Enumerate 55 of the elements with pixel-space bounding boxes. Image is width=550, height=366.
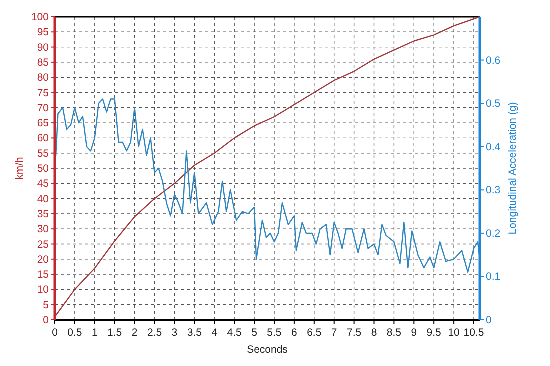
y-tick-label: 95 — [37, 26, 50, 39]
y-tick-label: 20 — [37, 254, 50, 266]
line-series — [54, 16, 481, 318]
y-tick-label: 40 — [37, 193, 50, 206]
y2-tick-label: 0.2 — [486, 228, 501, 240]
y2-axis-title: Longitudinal Acceleration (g) — [507, 102, 519, 235]
y2-tick-label: 0.4 — [486, 141, 501, 154]
y2-tick-label: 0 — [486, 314, 492, 326]
y-tick-label: 60 — [37, 132, 50, 145]
x-tick-label: 2 — [132, 327, 138, 339]
x-tick-label: 8 — [371, 327, 378, 339]
y-tick-label: 25 — [37, 238, 50, 251]
y-axis-title: km/h — [14, 156, 26, 180]
x-tick-label: 5 — [252, 327, 258, 339]
x-axis-title: Seconds — [247, 344, 288, 356]
x-tick-label: 9.5 — [426, 327, 442, 339]
x-tick-label: 1 — [92, 327, 98, 339]
y-tick-label: 35 — [37, 208, 50, 220]
y-tick-label: 90 — [37, 42, 50, 54]
y2-tick-label: 0.3 — [486, 184, 501, 197]
x-tick-label: 8.5 — [386, 327, 402, 339]
y-tick-label: 15 — [37, 269, 50, 282]
x-tick-label: 9 — [411, 327, 418, 339]
y-tick-label: 80 — [37, 72, 50, 84]
x-tick-label: 7.5 — [346, 327, 362, 339]
line-series — [54, 98, 481, 273]
y2-tick-label: 0.6 — [486, 54, 501, 67]
x-tick-label: 4.5 — [227, 327, 242, 339]
y-tick-label: 5 — [43, 299, 50, 312]
x-tick-label: 2.5 — [147, 327, 162, 339]
x-tick-label: 3.5 — [187, 327, 202, 339]
x-tick-label: 4 — [212, 327, 218, 339]
x-tick-label: 0.5 — [68, 327, 82, 339]
y-tick-label: 100 — [31, 12, 50, 24]
y-tick-label: 0 — [43, 314, 50, 326]
x-tick-label: 10.5 — [464, 327, 484, 339]
x-tick-label: 1.5 — [108, 327, 122, 339]
y-tick-label: 75 — [37, 87, 50, 100]
x-tick-label: 5.5 — [267, 327, 282, 339]
y-tick-label: 55 — [37, 148, 50, 160]
y-tick-label: 10 — [37, 284, 50, 296]
x-tick-label: 6.5 — [307, 327, 322, 339]
x-tick-label: 6 — [292, 327, 298, 339]
y-tick-label: 85 — [37, 56, 50, 69]
y-tick-label: 65 — [37, 118, 50, 130]
x-tick-label: 7 — [331, 327, 338, 339]
y-tick-label: 45 — [37, 178, 50, 190]
y-tick-label: 70 — [37, 102, 50, 114]
x-tick-label: 3 — [172, 327, 178, 339]
y2-tick-label: 0.5 — [486, 98, 501, 110]
x-tick-label: 10 — [448, 327, 460, 339]
y-tick-label: 50 — [37, 163, 50, 175]
x-tick-label: 0 — [52, 327, 58, 339]
y2-tick-label: 0.1 — [486, 271, 501, 284]
y-tick-label: 30 — [37, 224, 50, 236]
